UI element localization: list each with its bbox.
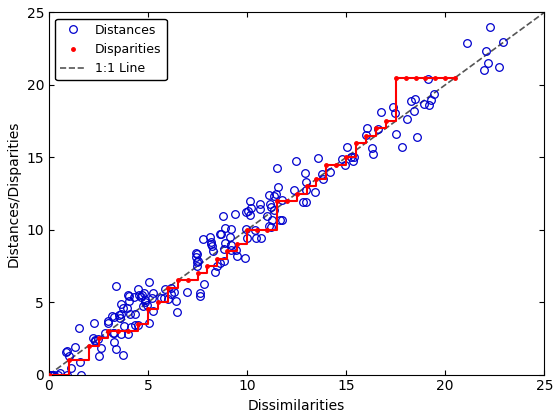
- Distances: [487, 24, 493, 29]
- Disparities: [273, 198, 280, 203]
- Disparities: [95, 336, 102, 341]
- X-axis label: Dissimilarities: Dissimilarities: [248, 399, 346, 413]
- Disparities: [283, 198, 290, 203]
- Disparities: [452, 75, 459, 80]
- Disparities: [244, 227, 250, 232]
- Distances: [279, 217, 286, 222]
- Disparities: [333, 162, 339, 167]
- Disparities: [165, 285, 171, 290]
- Disparities: [214, 256, 221, 261]
- Legend: Distances, Disparities, 1:1 Line: Distances, Disparities, 1:1 Line: [55, 19, 167, 80]
- Disparities: [194, 271, 201, 276]
- Disparities: [45, 372, 52, 377]
- Distances: [220, 213, 226, 218]
- Disparities: [353, 140, 360, 145]
- Disparities: [412, 75, 419, 80]
- Disparities: [254, 227, 260, 232]
- Disparities: [363, 133, 370, 138]
- Disparities: [323, 162, 330, 167]
- Disparities: [224, 249, 231, 254]
- Distances: [116, 313, 123, 318]
- Y-axis label: Distances/Disparities: Distances/Disparities: [7, 121, 21, 267]
- Disparities: [174, 278, 181, 283]
- Disparities: [343, 155, 349, 160]
- Disparities: [85, 343, 92, 348]
- Disparities: [66, 358, 72, 363]
- Disparities: [303, 184, 310, 189]
- Disparities: [115, 329, 122, 334]
- Line: Disparities: Disparities: [45, 74, 459, 378]
- Disparities: [144, 307, 151, 312]
- Disparities: [204, 263, 211, 268]
- Disparities: [442, 75, 449, 80]
- Disparities: [264, 227, 270, 232]
- Disparities: [234, 242, 241, 247]
- Disparities: [184, 278, 191, 283]
- Disparities: [422, 75, 429, 80]
- Disparities: [393, 75, 399, 80]
- Distances: [48, 372, 55, 377]
- Disparities: [135, 321, 142, 326]
- Distances: [113, 346, 119, 352]
- Disparities: [402, 75, 409, 80]
- Disparities: [313, 176, 320, 181]
- Disparities: [432, 75, 438, 80]
- Disparities: [125, 329, 132, 334]
- Distances: [363, 132, 370, 137]
- Disparities: [372, 126, 379, 131]
- Disparities: [293, 191, 300, 196]
- Disparities: [155, 300, 161, 305]
- Line: Distances: Distances: [46, 23, 507, 378]
- Distances: [110, 331, 117, 336]
- Disparities: [105, 329, 112, 334]
- Disparities: [382, 118, 389, 123]
- Distances: [184, 289, 190, 294]
- Distances: [63, 349, 69, 354]
